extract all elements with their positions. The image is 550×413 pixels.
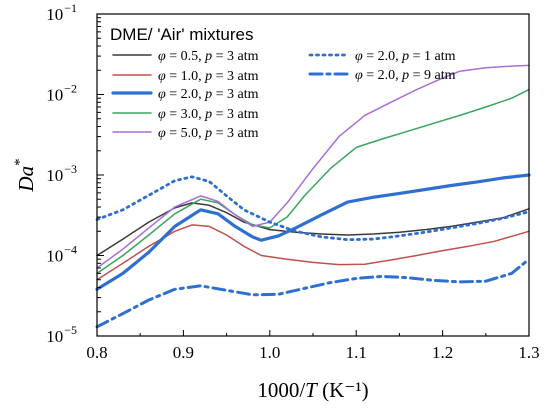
x-tick-label: 1.3 — [518, 343, 539, 362]
y-tick-exponent: −1 — [64, 1, 77, 15]
legend-label-6: φ = 2.0, p = 1 atm — [355, 49, 456, 64]
x-tick-label: 0.9 — [173, 343, 194, 362]
y-tick-label: 10−5 — [46, 323, 77, 346]
series-line-5 — [96, 64, 530, 269]
x-tick-label: 1.0 — [259, 343, 280, 362]
series-line-4 — [96, 88, 530, 275]
x-axis-title: 1000/T (K⁻¹) — [257, 378, 368, 402]
x-tick-label: 0.8 — [86, 343, 107, 362]
y-tick-exponent: −4 — [64, 243, 77, 257]
y-tick-label: 10−1 — [46, 1, 77, 24]
tick-labels: 0.8 0.9 1.0 1.1 1.2 1.3 10−5 10−4 10−3 10−2 10−1 — [46, 1, 539, 362]
y-axis-title: Da* — [12, 158, 38, 192]
legend-label-4: φ = 3.0, p = 3 atm — [158, 107, 259, 122]
y-tick-exponent: −3 — [64, 162, 77, 176]
legend-label-3: φ = 2.0, p = 3 atm — [158, 87, 259, 102]
ticks-layer — [96, 13, 530, 337]
series-layer — [95, 64, 531, 329]
legend-title: DME/ 'Air' mixtures — [110, 25, 253, 44]
series-line-3 — [95, 173, 531, 291]
series-line-7 — [95, 257, 531, 329]
legend-label-1: φ = 0.5, p = 3 atm — [158, 49, 259, 64]
x-tick-label: 1.2 — [432, 343, 453, 362]
legend-label-2: φ = 1.0, p = 3 atm — [158, 69, 259, 84]
y-tick-label: 10−4 — [46, 243, 77, 266]
legend-label-7: φ = 2.0, p = 9 atm — [355, 68, 456, 83]
legend-label-5: φ = 5.0, p = 3 atm — [158, 126, 259, 141]
series-line-6 — [95, 175, 531, 242]
x-tick-label: 1.1 — [346, 343, 367, 362]
y-tick-exponent: −5 — [64, 323, 77, 337]
y-tick-label: 10−3 — [46, 162, 77, 185]
legend: DME/ 'Air' mixtures φ = 0.5, p = 3 atm φ … — [110, 25, 456, 141]
y-tick-exponent: −2 — [64, 82, 77, 96]
y-tick-label: 10−2 — [46, 82, 77, 105]
series-line-2 — [96, 224, 530, 281]
